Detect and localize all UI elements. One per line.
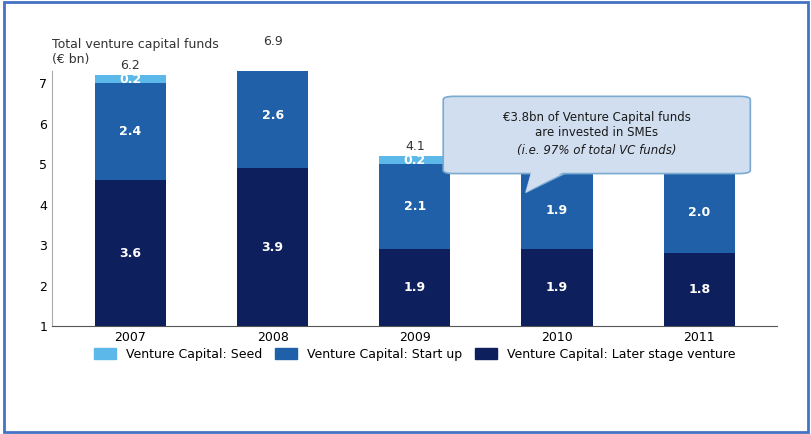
Polygon shape (525, 168, 575, 193)
Text: Total venture capital funds
(€ bn): Total venture capital funds (€ bn) (52, 38, 219, 66)
Text: 6.2: 6.2 (120, 59, 140, 72)
Text: are invested in SMEs: are invested in SMEs (534, 126, 658, 139)
Bar (521, 249, 592, 326)
Text: 1.9: 1.9 (545, 204, 568, 217)
Bar (379, 164, 450, 249)
Bar (663, 164, 734, 172)
Bar (663, 253, 734, 326)
Text: 0.2: 0.2 (687, 162, 710, 175)
Bar (237, 63, 307, 168)
Bar (521, 172, 592, 249)
Text: 3.6: 3.6 (119, 247, 141, 260)
Bar (95, 83, 165, 181)
Text: 0.2: 0.2 (403, 154, 426, 167)
Bar (379, 249, 450, 326)
Text: (i.e. 97% of total VC funds): (i.e. 97% of total VC funds) (517, 144, 676, 157)
Text: 0.2: 0.2 (119, 73, 141, 86)
Text: 2.1: 2.1 (403, 200, 426, 213)
Text: 6.9: 6.9 (263, 35, 282, 48)
Legend: Venture Capital: Seed, Venture Capital: Start up, Venture Capital: Later stage v: Venture Capital: Seed, Venture Capital: … (88, 343, 740, 366)
Text: 3.9: 3.9 (689, 148, 708, 161)
Text: 0.3: 0.3 (261, 51, 283, 64)
Bar (95, 181, 165, 326)
Bar (663, 172, 734, 253)
Text: 4.1: 4.1 (405, 140, 424, 153)
Polygon shape (525, 165, 575, 193)
Text: 2.0: 2.0 (687, 206, 710, 219)
Text: €3.8bn of Venture Capital funds: €3.8bn of Venture Capital funds (502, 112, 690, 125)
Text: 3.9: 3.9 (547, 152, 566, 165)
Text: 3.9: 3.9 (261, 241, 283, 254)
Text: 1.8: 1.8 (687, 283, 710, 296)
Text: 2.6: 2.6 (261, 109, 283, 122)
Text: 1.9: 1.9 (403, 281, 425, 294)
Bar (379, 156, 450, 164)
Text: 0.1: 0.1 (545, 164, 568, 177)
Bar (95, 76, 165, 83)
Text: 1.9: 1.9 (545, 281, 568, 294)
FancyBboxPatch shape (443, 96, 749, 174)
Text: 2.4: 2.4 (119, 125, 141, 138)
Bar (237, 168, 307, 326)
Bar (237, 51, 307, 63)
Bar (521, 168, 592, 172)
